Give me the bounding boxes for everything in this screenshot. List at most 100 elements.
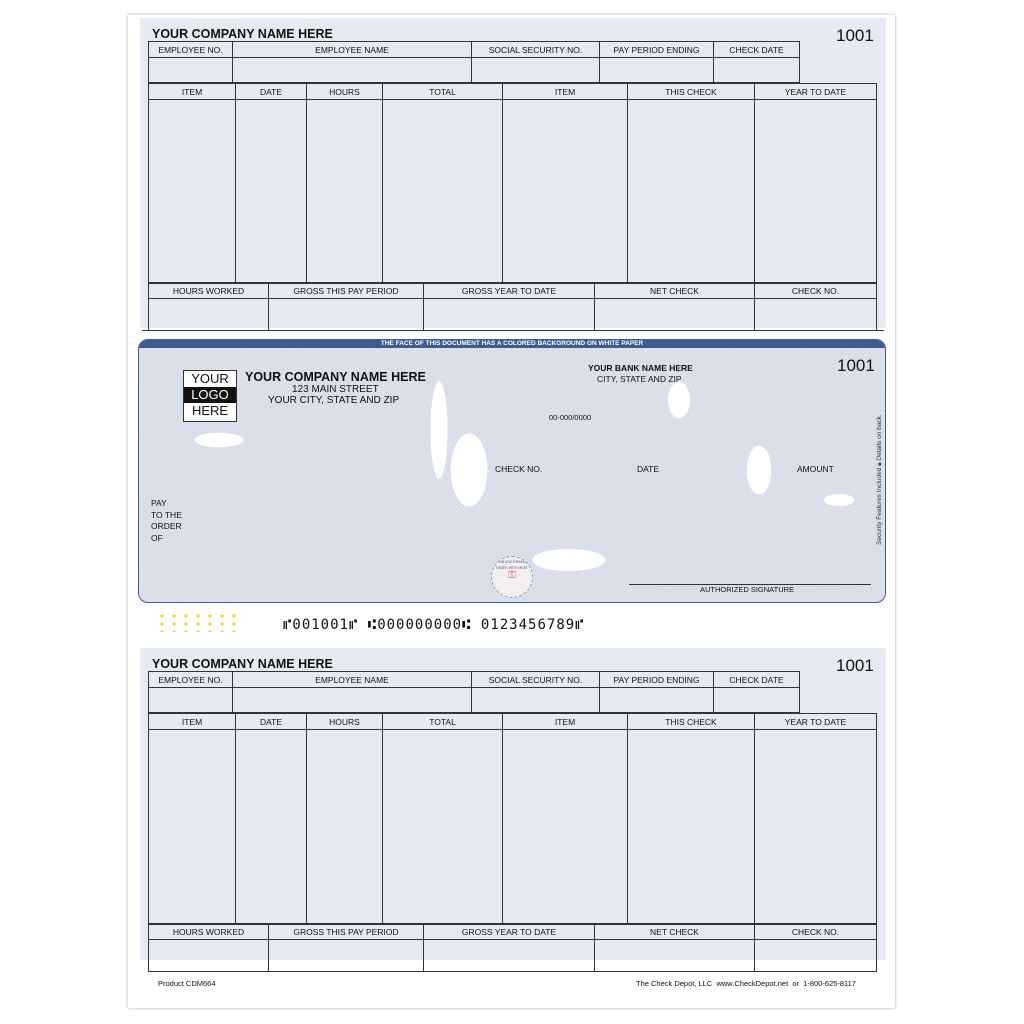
column-header: CHECK DATE (713, 41, 800, 58)
column-header: NET CHECK (594, 282, 755, 299)
column-header: HOURS WORKED (148, 923, 269, 940)
check-company-name: YOUR COMPANY NAME HERE (245, 370, 426, 384)
column-header: DATE (235, 83, 307, 100)
value-cell[interactable] (599, 687, 714, 713)
pay-to-line: TO THE (151, 509, 182, 520)
product-code: Product CDM664 (158, 979, 216, 988)
signature-line (629, 584, 871, 585)
pay-summary-table: HOURS WORKED GROSS THIS PAY PERIOD GROSS Y… (148, 282, 877, 331)
value-cell[interactable] (148, 99, 236, 284)
column-header: PAY PERIOD ENDING (599, 41, 714, 58)
perforation-mark (876, 330, 884, 331)
key-icon: ⚿ (508, 570, 516, 581)
security-note-text: Security Features Included (876, 467, 883, 545)
value-cell[interactable] (594, 298, 755, 331)
value-cell[interactable] (148, 939, 269, 972)
bank-name: YOUR BANK NAME HERE (588, 363, 693, 373)
vendor-info: The Check Depot, LLC www.CheckDepot.net … (636, 979, 856, 988)
column-header: EMPLOYEE NO. (148, 671, 233, 688)
check-no-label: CHECK NO. (495, 464, 543, 474)
value-cell[interactable] (268, 939, 424, 972)
padlock-icon: 🔒︎ (876, 462, 883, 466)
value-cell[interactable] (148, 729, 236, 925)
header-row: EMPLOYEE NO. EMPLOYEE NAME SOCIAL SECURITY… (148, 671, 800, 688)
earnings-table: ITEM DATE HOURS TOTAL ITEM THIS CHECK YEAR TO … (148, 713, 877, 925)
value-row (148, 687, 800, 713)
value-cell[interactable] (148, 298, 269, 331)
hologram-dots (156, 612, 236, 632)
seal-text: RUB AND ERASE / FADES WITH HEAT (496, 560, 528, 570)
company-city: YOUR CITY, STATE AND ZIP (268, 395, 400, 406)
column-header: EMPLOYEE NO. (148, 41, 233, 58)
logo-line: LOGO (184, 387, 236, 403)
value-cell[interactable] (713, 57, 800, 83)
column-header: ITEM (502, 713, 628, 730)
value-cell[interactable] (148, 57, 233, 83)
column-header: THIS CHECK (627, 713, 755, 730)
check-number: 1001 (837, 356, 875, 375)
value-cell[interactable] (148, 687, 233, 713)
column-header: CHECK NO. (754, 282, 877, 299)
column-header: DATE (235, 713, 307, 730)
header-row: EMPLOYEE NO. EMPLOYEE NAME SOCIAL SECURITY… (148, 41, 800, 58)
value-cell[interactable] (713, 687, 800, 713)
value-cell[interactable] (502, 729, 628, 925)
micr-line: ⑈001001⑈ ⑆000000000⑆ 0123456789⑈ (283, 617, 585, 633)
value-cell[interactable] (471, 57, 600, 83)
value-cell[interactable] (754, 729, 877, 925)
logo-placeholder: YOUR LOGO HERE (183, 370, 237, 422)
value-row (148, 57, 800, 83)
column-header: EMPLOYEE NAME (232, 41, 472, 58)
column-header: CHECK NO. (754, 923, 877, 940)
column-header: HOURS (306, 713, 383, 730)
value-cell[interactable] (306, 99, 383, 284)
column-header: YEAR TO DATE (754, 83, 877, 100)
value-cell[interactable] (627, 99, 755, 284)
column-header: NET CHECK (594, 923, 755, 940)
column-header: GROSS YEAR TO DATE (423, 282, 595, 299)
column-header: ITEM (148, 83, 236, 100)
check-face: THE FACE OF THIS DOCUMENT HAS A COLORED … (138, 339, 886, 603)
bank-city: CITY, STATE AND ZIP (597, 374, 682, 384)
value-cell[interactable] (423, 939, 595, 972)
value-cell[interactable] (232, 57, 472, 83)
column-header: HOURS WORKED (148, 282, 269, 299)
header-row: ITEM DATE HOURS TOTAL ITEM THIS CHECK YEAR TO … (148, 83, 877, 100)
pay-to-line: PAY (151, 498, 167, 508)
value-cell[interactable] (235, 99, 307, 284)
column-header: GROSS THIS PAY PERIOD (268, 923, 424, 940)
value-cell[interactable] (754, 939, 877, 972)
signature-label: AUTHORIZED SIGNATURE (700, 585, 795, 594)
value-cell[interactable] (471, 687, 600, 713)
value-cell[interactable] (594, 939, 755, 972)
value-cell[interactable] (235, 729, 307, 925)
value-cell[interactable] (754, 298, 877, 331)
stub-company-name: YOUR COMPANY NAME HERE (152, 657, 333, 671)
column-header: PAY PERIOD ENDING (599, 671, 714, 688)
value-cell[interactable] (268, 298, 424, 331)
pay-to-line: OF (151, 532, 163, 543)
value-row (148, 729, 877, 925)
column-header: GROSS THIS PAY PERIOD (268, 282, 424, 299)
value-cell[interactable] (423, 298, 595, 331)
value-cell[interactable] (232, 687, 472, 713)
logo-line: YOUR (191, 371, 229, 386)
header-row: ITEM DATE HOURS TOTAL ITEM THIS CHECK YEAR TO … (148, 713, 877, 730)
security-features-note: Security Features Included 🔒︎ Details on… (876, 414, 884, 545)
company-street: 123 MAIN STREET (292, 384, 379, 395)
value-cell[interactable] (754, 99, 877, 284)
value-cell[interactable] (599, 57, 714, 83)
column-header: ITEM (148, 713, 236, 730)
logo-line: HERE (191, 403, 229, 418)
column-header: ITEM (502, 83, 628, 100)
value-cell[interactable] (627, 729, 755, 925)
pay-summary-table: HOURS WORKED GROSS THIS PAY PERIOD GROSS Y… (148, 923, 877, 972)
pay-to-the-order-of: PAY TO THE ORDER OF (151, 498, 201, 544)
amount-label: AMOUNT (797, 464, 834, 474)
value-cell[interactable] (382, 99, 503, 284)
value-cell[interactable] (502, 99, 628, 284)
value-cell[interactable] (382, 729, 503, 925)
stub-check-number: 1001 (836, 656, 874, 675)
value-cell[interactable] (306, 729, 383, 925)
stub-check-number: 1001 (836, 26, 874, 45)
